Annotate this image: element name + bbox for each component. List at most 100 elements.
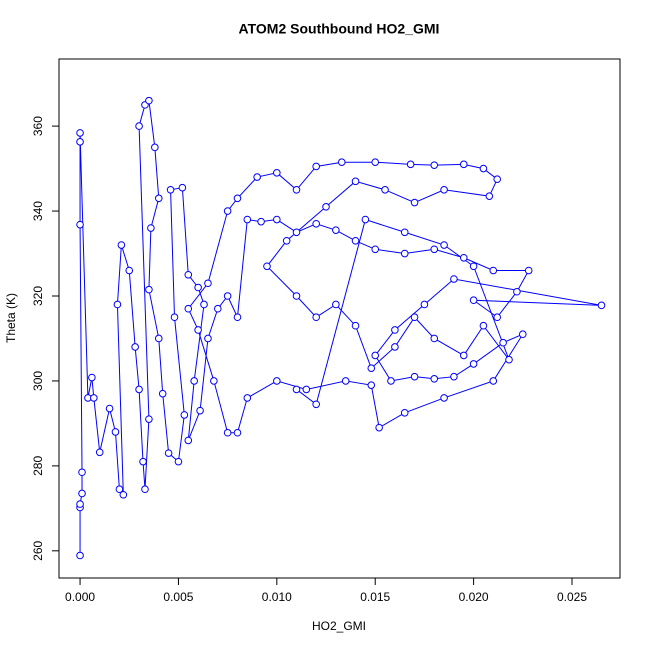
data-point (78, 489, 86, 498)
data-point (489, 266, 498, 275)
data-point (145, 415, 153, 423)
data-point (387, 377, 395, 385)
data-point (351, 177, 360, 186)
data-point (119, 490, 128, 499)
data-point (170, 313, 179, 322)
data-point (430, 334, 439, 343)
data-point (420, 300, 429, 309)
data-point (469, 262, 478, 271)
data-point (513, 287, 521, 296)
data-point (430, 245, 439, 254)
y-tick-label: 320 (31, 286, 45, 306)
data-point (223, 428, 232, 437)
data-point (312, 313, 320, 322)
x-tick-label: 0.000 (65, 590, 95, 604)
data-point (479, 321, 488, 330)
data-point (184, 304, 193, 313)
data-point (499, 338, 507, 347)
data-point (410, 313, 419, 322)
data-point (154, 334, 163, 343)
data-point (204, 279, 212, 288)
data-point (351, 321, 360, 330)
data-point (459, 351, 468, 360)
data-point (158, 389, 167, 398)
data-point (141, 485, 149, 494)
data-point (233, 194, 242, 203)
x-tick-label: 0.025 (557, 590, 587, 604)
data-point (312, 400, 320, 409)
x-tick-label: 0.005 (163, 590, 193, 604)
data-point (367, 381, 376, 389)
data-point (139, 457, 147, 466)
y-tick-label: 300 (31, 371, 45, 391)
data-point (292, 292, 301, 300)
data-point (164, 449, 173, 457)
data-line (79, 99, 602, 556)
x-tick-label: 0.015 (360, 590, 390, 604)
data-point (223, 292, 232, 300)
data-point (166, 186, 175, 194)
data-point (210, 377, 218, 385)
data-point (273, 169, 281, 177)
data-point (88, 373, 96, 382)
data-point (430, 161, 439, 169)
data-point (479, 164, 488, 173)
data-point (524, 266, 533, 275)
data-point (223, 207, 232, 215)
data-point (371, 351, 380, 360)
y-tick-label: 360 (31, 116, 45, 136)
data-point (440, 186, 448, 194)
data-point (450, 372, 458, 381)
data-point (257, 217, 265, 226)
data-point (76, 500, 84, 508)
data-point (76, 220, 84, 229)
data-point (518, 330, 527, 339)
data-point (361, 215, 370, 224)
data-point (135, 385, 143, 394)
data-point (145, 96, 153, 105)
data-point (243, 394, 252, 402)
y-tick-label: 280 (31, 456, 45, 476)
data-point (213, 304, 222, 313)
x-axis-label: HO2_GMI (312, 619, 366, 633)
data-point (184, 270, 193, 279)
data-point (76, 129, 84, 137)
data-point (332, 226, 340, 234)
data-point (273, 377, 281, 385)
data-point (400, 228, 409, 237)
data-point (410, 372, 419, 381)
data-point (351, 236, 360, 245)
data-point (95, 448, 104, 457)
data-point (151, 143, 159, 152)
data-point (194, 326, 202, 334)
data-point (391, 326, 399, 334)
data-point (312, 219, 320, 228)
data-point (147, 224, 155, 232)
data-point (337, 158, 346, 167)
data-point (233, 313, 242, 322)
data-point (469, 360, 478, 368)
data-point (375, 423, 383, 432)
data-point (430, 375, 439, 383)
data-point (90, 394, 98, 402)
data-point (200, 300, 208, 309)
data-point (450, 275, 458, 283)
data-point (180, 411, 189, 419)
data-point (381, 186, 389, 194)
data-point (400, 408, 409, 417)
data-point (233, 428, 242, 437)
data-point (194, 283, 202, 292)
data-point (174, 457, 183, 466)
data-point (371, 245, 380, 254)
data-point (440, 241, 448, 249)
data-point (493, 313, 502, 322)
y-tick-label: 340 (31, 201, 45, 221)
data-point (400, 249, 409, 258)
data-point (243, 215, 252, 224)
data-point (312, 162, 320, 171)
data-point (154, 194, 163, 203)
x-tick-label: 0.010 (262, 590, 292, 604)
data-point (184, 436, 193, 445)
data-point (76, 551, 84, 560)
